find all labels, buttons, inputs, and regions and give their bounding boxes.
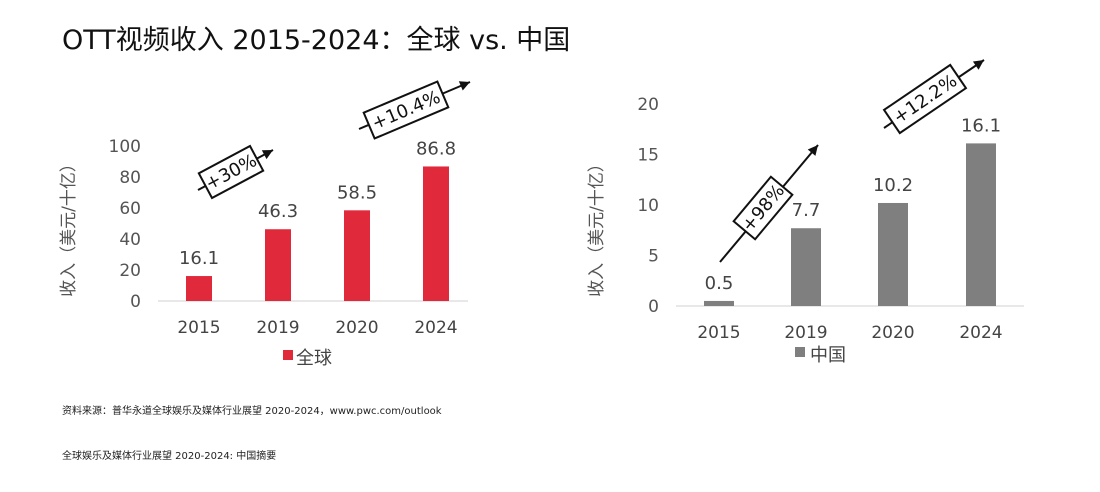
x-tick-label: 2020 — [335, 318, 378, 338]
y-tick-label: 80 — [119, 168, 141, 188]
y-tick-label: 10 — [637, 196, 659, 216]
y-axis-title: 收入（美元/十亿） — [587, 155, 607, 297]
growth-label-box: +30% — [197, 144, 265, 200]
y-tick-label: 15 — [637, 146, 659, 166]
growth-label-box: +98% — [732, 175, 794, 241]
data-label: 46.3 — [258, 201, 298, 222]
data-label: 16.1 — [179, 248, 219, 269]
page-title: OTT视频收入 2015-2024：全球 vs. 中国 — [62, 25, 571, 56]
data-label: 16.1 — [961, 115, 1001, 136]
data-label: 58.5 — [337, 182, 377, 203]
data-label: 0.5 — [705, 273, 734, 294]
x-tick-label: 2019 — [256, 318, 299, 338]
x-tick-label: 2019 — [784, 323, 827, 343]
y-tick-label: 60 — [119, 199, 141, 219]
growth-label-frame — [732, 175, 794, 241]
footer-note: 全球娱乐及媒体行业展望 2020-2024: 中国摘要 — [62, 451, 277, 462]
y-tick-label: 20 — [119, 261, 141, 281]
growth-arrow-head — [807, 145, 818, 156]
data-label: 86.8 — [416, 138, 456, 159]
growth-annotation: +30% — [197, 144, 274, 200]
y-tick-label: 0 — [130, 292, 141, 312]
bar-2015 — [704, 300, 734, 306]
chart-china: 收入（美元/十亿） 0 5 10 15 20 0.5 2015 7.7 2019 10.2 2020 1… — [587, 59, 1024, 366]
bar-2020 — [878, 202, 908, 306]
source-note: 资料来源：普华永道全球娱乐及媒体行业展望 2020-2024，www.pwc.c… — [62, 406, 442, 417]
y-tick-label: 5 — [648, 247, 659, 267]
growth-arrow-head — [458, 81, 470, 91]
x-tick-label: 2024 — [414, 318, 457, 338]
y-tick-label: 40 — [119, 230, 141, 250]
growth-label-box: +10.4% — [362, 80, 450, 140]
growth-arrow-head — [972, 60, 984, 70]
growth-label-frame — [362, 80, 450, 140]
y-axis-title: 收入（美元/十亿） — [59, 155, 79, 297]
bar-2019 — [265, 229, 291, 301]
growth-arrow-head — [261, 150, 273, 160]
legend-label: 全球 — [296, 348, 332, 369]
y-tick-label: 0 — [648, 297, 659, 317]
bar-2024 — [966, 143, 996, 306]
legend-swatch — [795, 347, 805, 357]
data-label: 7.7 — [792, 200, 821, 221]
legend-label: 中国 — [810, 345, 846, 366]
y-tick-label: 100 — [109, 137, 141, 157]
data-label: 10.2 — [873, 175, 913, 196]
x-tick-label: 2015 — [697, 323, 740, 343]
x-tick-label: 2024 — [959, 323, 1002, 343]
legend-swatch — [283, 350, 293, 360]
bar-2019 — [791, 228, 821, 306]
x-tick-label: 2015 — [177, 318, 220, 338]
chart-global: 收入（美元/十亿） 0 20 40 60 80 100 16.1 2015 46.3 2019 58.… — [59, 80, 471, 369]
growth-annotation: +10.4% — [358, 80, 471, 140]
growth-label-box: +12.2% — [882, 63, 968, 135]
x-tick-label: 2020 — [871, 323, 914, 343]
y-tick-label: 20 — [637, 95, 659, 115]
growth-label-frame — [197, 144, 265, 200]
bar-2015 — [186, 276, 212, 301]
growth-label-frame — [882, 63, 968, 135]
bar-2024 — [423, 166, 449, 301]
bar-2020 — [344, 210, 370, 301]
